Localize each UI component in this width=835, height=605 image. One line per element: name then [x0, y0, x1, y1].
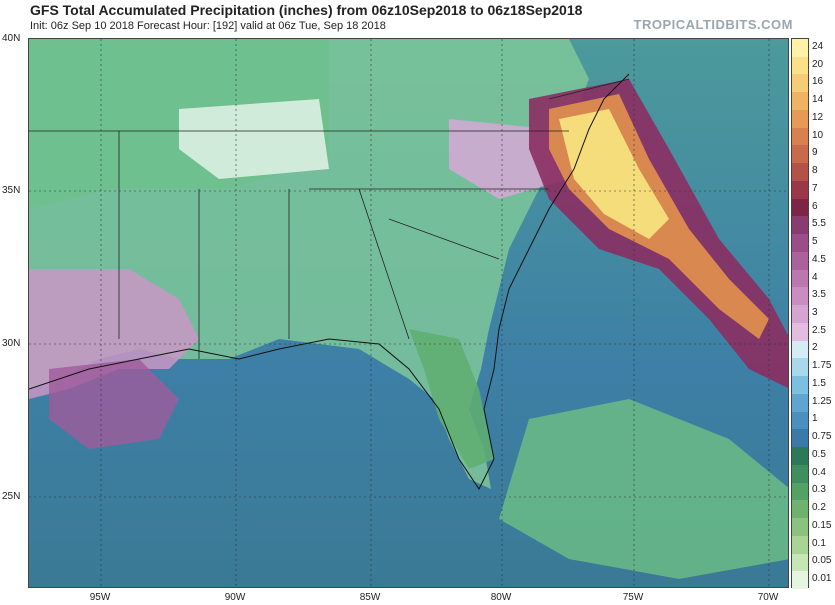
colorbar-segment: [792, 571, 808, 590]
colorbar-segment: [792, 109, 808, 129]
colorbar-segment: [792, 553, 808, 572]
colorbar-segment: [792, 429, 808, 448]
colorbar: [791, 38, 809, 590]
land-dry-patch: [179, 99, 329, 179]
colorbar-label: 16: [812, 76, 824, 88]
colorbar-label: 3.5: [812, 289, 826, 301]
map-title: GFS Total Accumulated Precipitation (inc…: [30, 2, 583, 18]
colorbar-segment: [792, 411, 808, 430]
colorbar-label: 0.01: [812, 573, 832, 585]
colorbar-segment: [792, 518, 808, 537]
colorbar-label: 1.75: [812, 360, 832, 372]
colorbar-label: 9: [812, 147, 818, 159]
lat-label-40n: 40N: [2, 33, 21, 44]
colorbar-segment: [792, 145, 808, 164]
colorbar-segment: [792, 39, 808, 58]
lon-label-75w: 75W: [622, 592, 644, 603]
storm-track-core: [559, 109, 669, 239]
colorbar-segment: [792, 393, 808, 413]
brand-watermark: TROPICALTIDBITS.COM: [633, 17, 793, 32]
colorbar-label: 0.05: [812, 555, 832, 567]
colorbar-label: 4.5: [812, 253, 826, 265]
colorbar-segment: [792, 163, 808, 182]
bahamas-green: [499, 399, 788, 579]
colorbar-label: 0.1: [812, 537, 826, 549]
state-borders: [29, 78, 630, 359]
colorbar-segment: [792, 322, 808, 342]
colorbar-label: 14: [812, 94, 824, 106]
colorbar-segment: [792, 482, 808, 501]
colorbar-label: 20: [812, 58, 824, 70]
colorbar-label: 5.5: [812, 218, 826, 230]
colorbar-segment: [792, 74, 808, 93]
colorbar-segment: [792, 216, 808, 235]
colorbar-segment: [792, 127, 808, 146]
colorbar-label: 5: [812, 236, 818, 248]
florida-green: [409, 329, 494, 469]
colorbar-segment: [792, 358, 808, 377]
map-subtitle: Init: 06z Sep 10 2018 Forecast Hour: [19…: [30, 20, 386, 32]
colorbar-label: 4: [812, 271, 818, 283]
colorbar-segment: [792, 535, 808, 554]
colorbar-label: 24: [812, 40, 824, 52]
lat-label-35n: 35N: [2, 185, 21, 196]
colorbar-segment: [792, 180, 808, 200]
colorbar-label: 0.75: [812, 431, 832, 443]
colorbar-segment: [792, 56, 808, 75]
colorbar-segment: [792, 305, 808, 324]
lon-label-70w: 70W: [757, 592, 779, 603]
colorbar-segment: [792, 287, 808, 306]
colorbar-segment: [792, 92, 808, 111]
lon-label-95w: 95W: [89, 592, 111, 603]
purple-texas-coast: [49, 359, 179, 449]
colorbar-segment: [792, 464, 808, 484]
graticule: [29, 39, 788, 587]
colorbar-segment: [792, 234, 808, 253]
lat-label-30n: 30N: [2, 338, 21, 349]
colorbar-label: 0.3: [812, 484, 826, 496]
colorbar-segment: [792, 340, 808, 359]
colorbar-label: 6: [812, 200, 818, 212]
colorbar-label: 12: [812, 111, 824, 123]
colorbar-label: 7: [812, 182, 818, 194]
colorbar-label: 3: [812, 307, 818, 318]
colorbar-label: 1.25: [812, 395, 832, 407]
colorbar-label: 0.2: [812, 502, 826, 514]
lon-label-85w: 85W: [359, 592, 381, 603]
colorbar-label: 2.5: [812, 324, 826, 336]
colorbar-segment: [792, 198, 808, 217]
colorbar-label: 2: [812, 342, 818, 354]
lon-label-80w: 80W: [490, 592, 512, 603]
colorbar-label: 1: [812, 413, 818, 425]
precipitation-map: [28, 38, 789, 588]
colorbar-label: 1.5: [812, 377, 826, 389]
colorbar-segment: [792, 251, 808, 271]
colorbar-label: 10: [812, 129, 824, 141]
colorbar-label: 0.15: [812, 519, 832, 531]
coastline: [29, 73, 630, 490]
colorbar-segment: [792, 269, 808, 288]
lon-label-90w: 90W: [224, 592, 246, 603]
map-canvas: [29, 39, 788, 587]
lat-label-25n: 25N: [2, 491, 21, 502]
colorbar-label: 8: [812, 165, 818, 177]
colorbar-label: 0.5: [812, 448, 826, 460]
colorbar-segment: [792, 447, 808, 466]
colorbar-segment: [792, 500, 808, 519]
colorbar-label: 0.4: [812, 466, 826, 478]
colorbar-segment: [792, 376, 808, 395]
